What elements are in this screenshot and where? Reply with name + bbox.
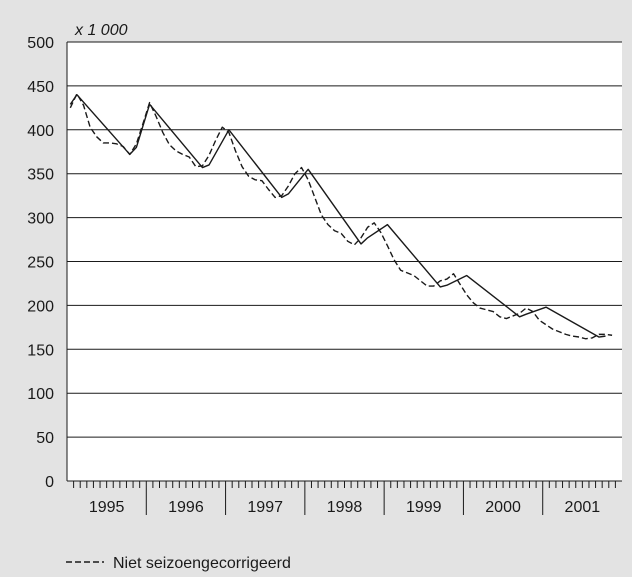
- x-tick-label: 1998: [327, 499, 363, 516]
- x-tick-label: 1996: [168, 499, 204, 516]
- y-tick-label: 400: [27, 123, 54, 140]
- y-tick-label: 200: [27, 298, 54, 315]
- x-tick-label: 2000: [485, 499, 521, 516]
- x-tick-label: 1995: [89, 499, 125, 516]
- x-axis: 1995 1996 1997 1998 1999 2000 2001: [73, 481, 616, 516]
- y-tick-label: 300: [27, 211, 54, 228]
- y-tick-label: 250: [27, 255, 54, 272]
- x-tick-label: 1999: [406, 499, 442, 516]
- y-tick-label: 100: [27, 386, 54, 403]
- y-tick-label: 50: [36, 430, 54, 447]
- y-tick-label: 350: [27, 167, 54, 184]
- gridlines: [67, 41, 622, 482]
- y-tick-label: 150: [27, 342, 54, 359]
- y-tick-label: 0: [45, 474, 54, 491]
- x-tick-label: 1997: [247, 499, 283, 516]
- series-group: [69, 93, 613, 340]
- series-line-niet-seizoengecorrigeerd: [69, 93, 613, 340]
- x-tick-label: 2001: [565, 499, 601, 516]
- series-line-seizoengecorrigeerd: [69, 93, 606, 338]
- y-tick-label: 500: [27, 35, 54, 52]
- y-axis-ticks: 0 50 100 150 200 250 300 350 400 450 500: [27, 35, 68, 491]
- legend-label: Niet seizoengecorrigeerd: [113, 555, 291, 572]
- y-tick-label: 450: [27, 79, 54, 96]
- y-unit-label: x 1 000: [74, 22, 128, 39]
- legend: Niet seizoengecorrigeerd: [66, 555, 291, 572]
